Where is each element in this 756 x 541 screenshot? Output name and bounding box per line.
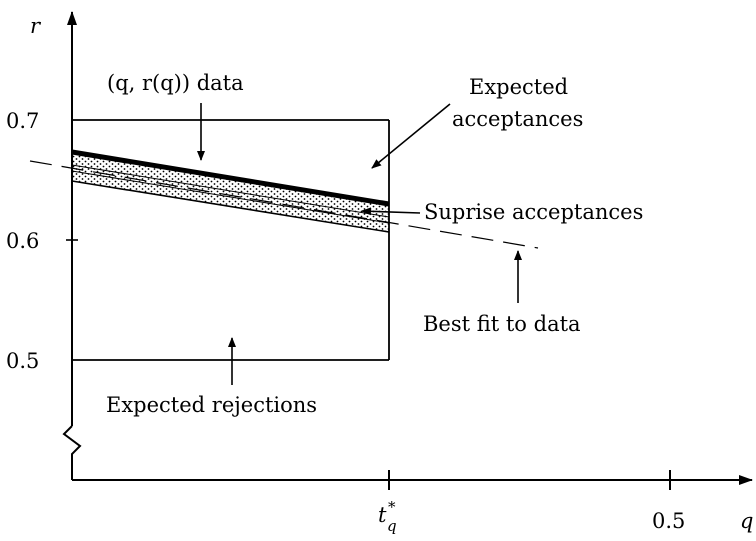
best-fit-line (29, 160, 539, 249)
data-inner-line-2 (71, 170, 390, 224)
x-tick-label-0.5: 0.5 (652, 509, 685, 533)
expected-acceptances-line1: Expected (469, 75, 568, 99)
x-axis (72, 470, 753, 490)
y-tick-label-0.7: 0.7 (6, 109, 39, 133)
x-axis-label: q (740, 509, 753, 533)
y-axis (62, 11, 82, 480)
y-axis-label: r (30, 14, 42, 38)
x-tick-label-t: t * q (378, 498, 397, 535)
expected-acceptances-arrow (371, 103, 451, 169)
surprise-acceptances-arrow (361, 207, 421, 216)
best-fit-label: Best fit to data (423, 312, 581, 336)
surprise-acceptances-label: Suprise acceptances (424, 200, 643, 224)
data-band (71, 149, 390, 233)
data-upper-thick-line (71, 149, 390, 207)
y-tick-label-0.5: 0.5 (6, 349, 39, 373)
expected-acceptances-line2: acceptances (452, 107, 583, 131)
x-tick-label-t-sup: * (388, 498, 396, 516)
expected-rejections-label: Expected rejections (106, 393, 317, 417)
data-annotation: (q, r(q)) data (107, 71, 244, 95)
acceptance-region-box (66, 119, 390, 361)
surprise-acceptance-band (72, 152, 389, 232)
x-tick-label-t-sub: q (387, 517, 397, 535)
data-lower-line (71, 180, 390, 233)
y-tick-label-0.6: 0.6 (6, 229, 39, 253)
x-tick-label-t-base: t (378, 503, 387, 527)
data-inner-line-1 (71, 164, 390, 218)
